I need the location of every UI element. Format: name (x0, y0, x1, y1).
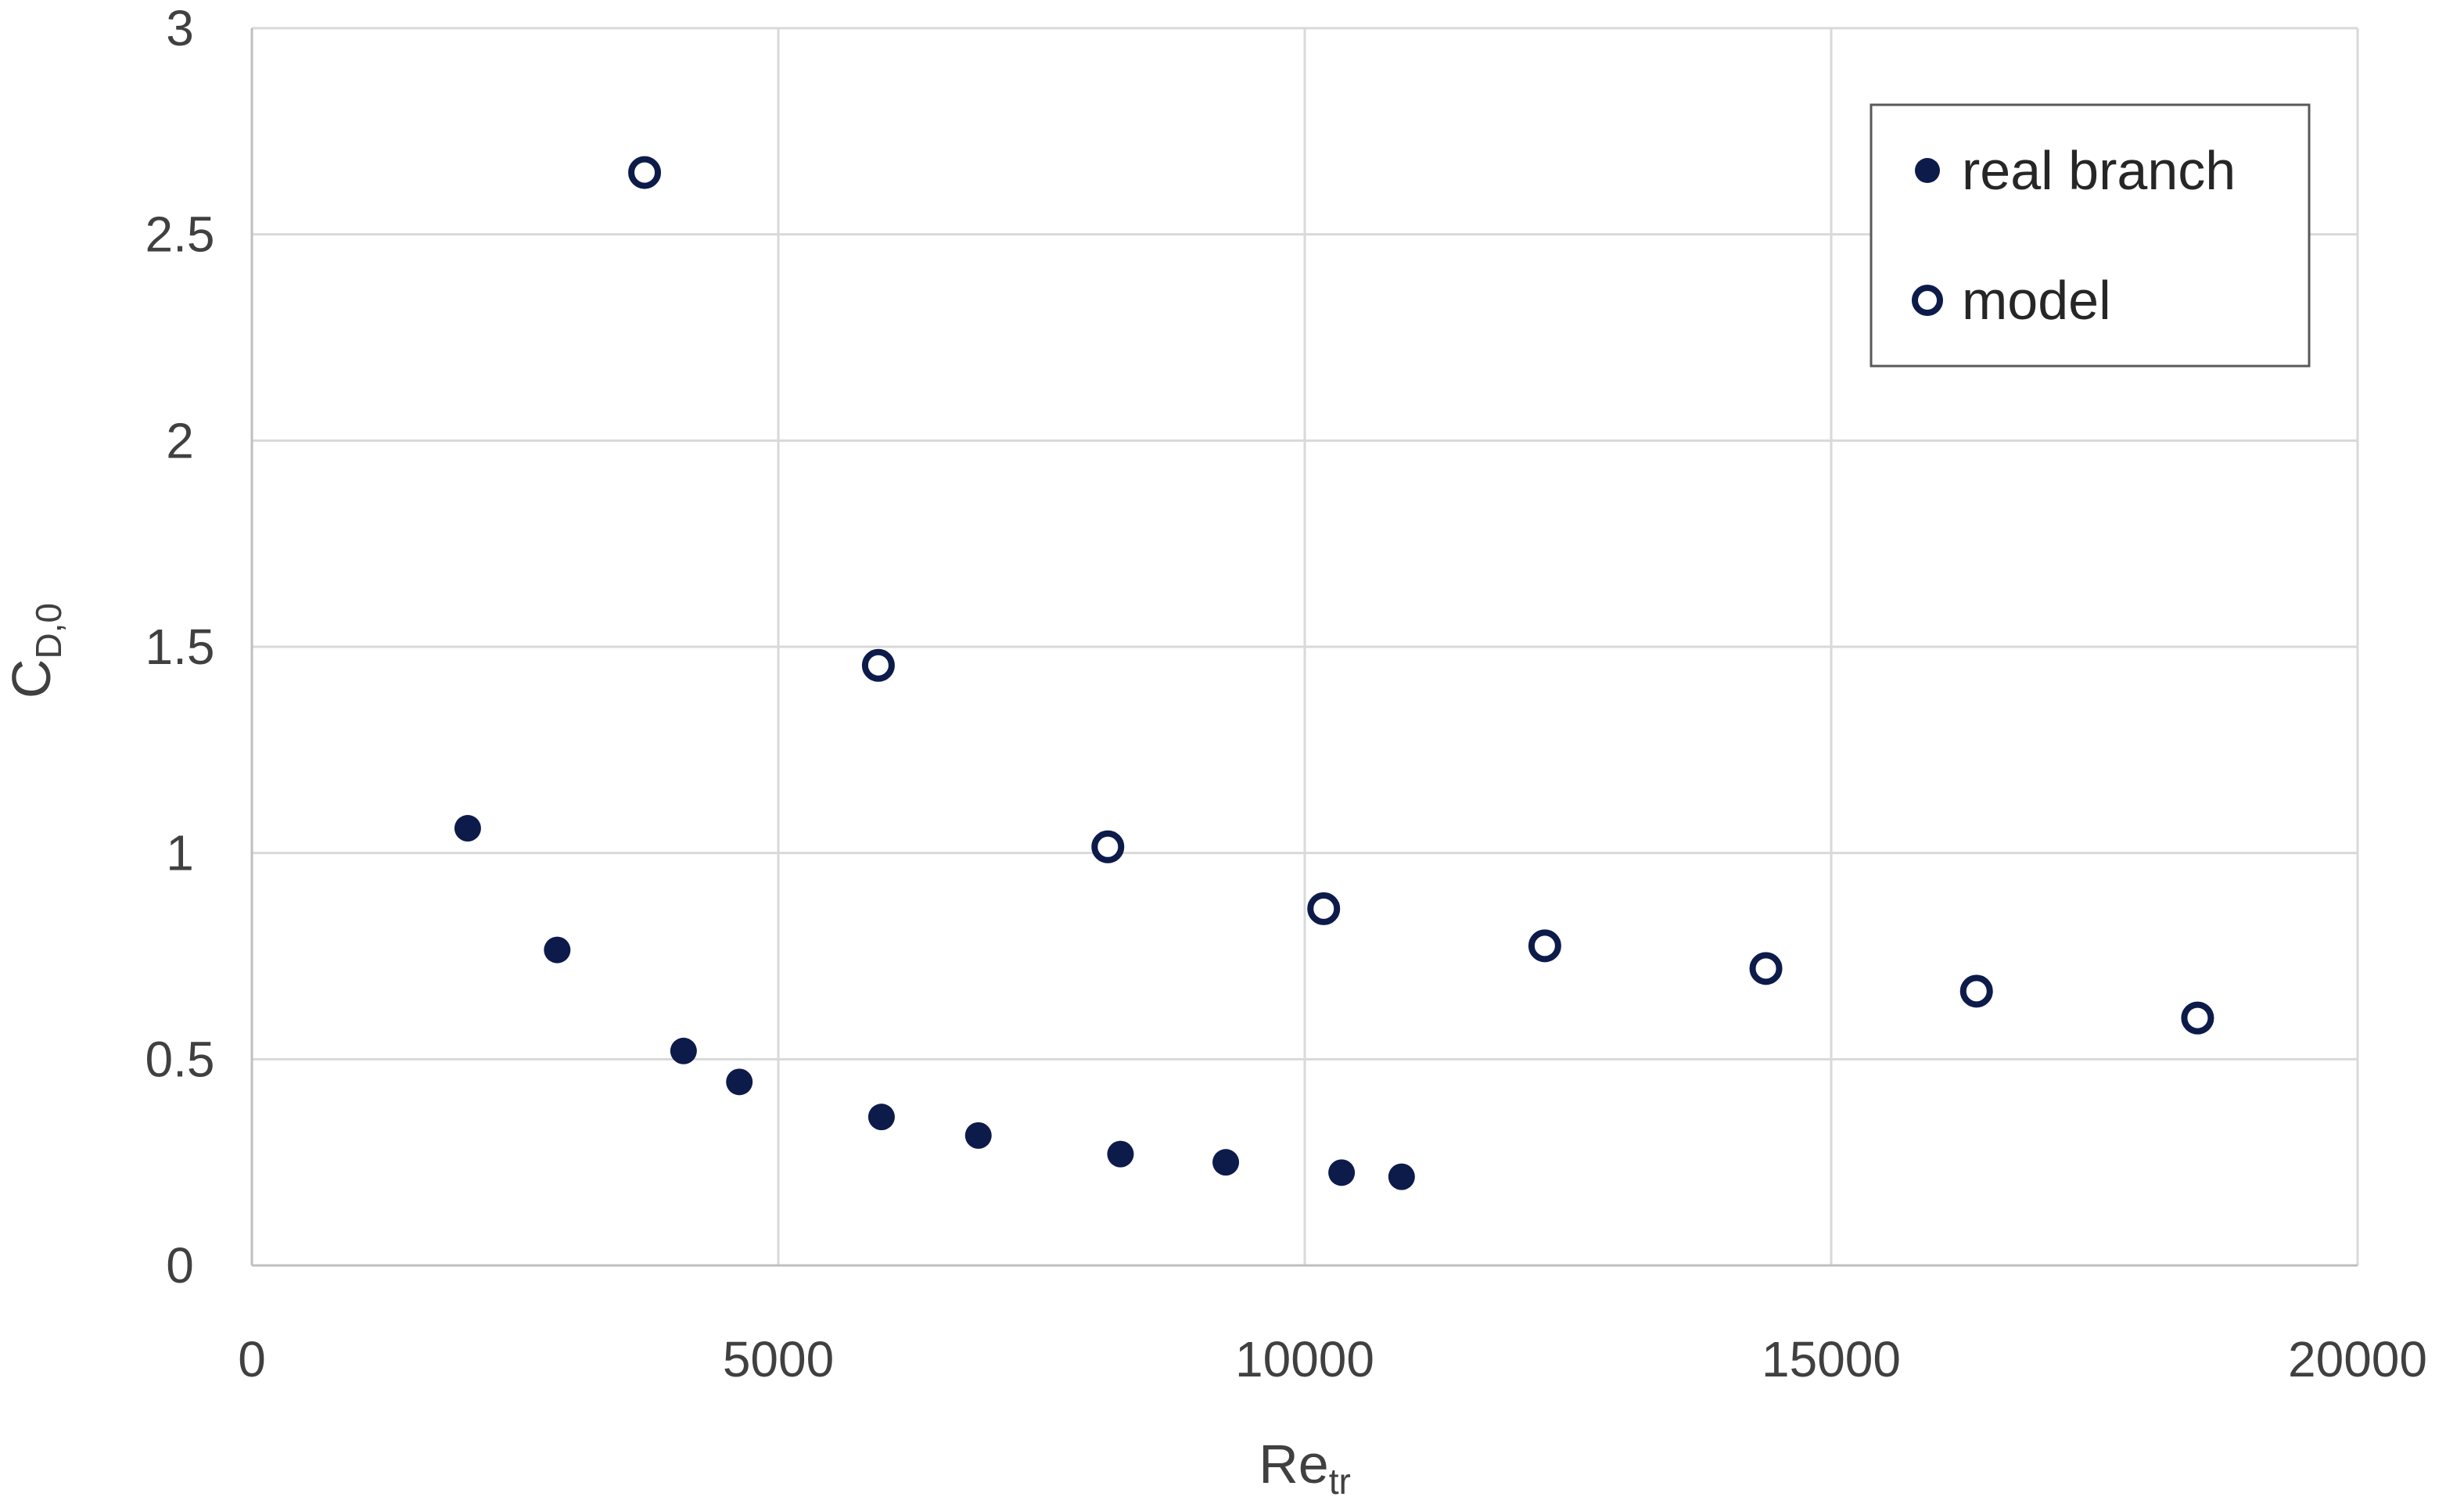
y-tick-label: 1.5 (145, 619, 215, 675)
legend: real branch model (1870, 103, 2311, 368)
grid-lines (252, 27, 2359, 1265)
legend-box (1870, 103, 2311, 368)
x-tick-label: 0 (238, 1331, 266, 1387)
model-point (1959, 974, 1993, 1008)
model-point (1749, 952, 1783, 985)
tick-labels: 0 0.5 1 1.5 2 2.5 3 0 5000 10000 15000 20000 (145, 0, 2427, 1387)
model-point (1528, 929, 1561, 963)
legend-marker-model (1912, 285, 1943, 316)
real-branch-point (544, 936, 571, 964)
legend-marker-real-branch (1915, 158, 1940, 183)
real-branch-point (1212, 1149, 1240, 1176)
model-point (1091, 830, 1125, 863)
y-tick-label: 0.5 (145, 1031, 215, 1087)
x-tick-label: 20000 (2288, 1331, 2427, 1387)
legend-label-model: model (1962, 270, 2111, 331)
real-branch-point (1328, 1159, 1356, 1186)
y-axis-title-sub: D,0 (28, 603, 69, 659)
model-point (628, 156, 662, 189)
real-branch-point (670, 1037, 697, 1064)
y-tick-label: 0 (166, 1237, 194, 1294)
real-branch-point (964, 1122, 992, 1149)
x-tick-label: 5000 (723, 1331, 834, 1387)
real-branch-point (867, 1104, 895, 1131)
y-tick-label: 2 (166, 412, 194, 468)
x-axis-title-main: Re (1259, 1434, 1328, 1495)
axes (250, 28, 2358, 1267)
x-tick-label: 15000 (1762, 1331, 1901, 1387)
y-axis-title-main: C (1, 659, 62, 699)
real-branch-point (454, 815, 481, 842)
real-branch-point (1107, 1140, 1134, 1168)
model-point (861, 648, 895, 682)
x-axis-title: Retr (1259, 1434, 1351, 1502)
legend-label-real-branch: real branch (1962, 140, 2236, 201)
y-tick-label: 2.5 (145, 206, 215, 263)
real-branch-point (726, 1068, 753, 1096)
x-axis-title-sub: tr (1329, 1461, 1351, 1502)
y-axis-title: CD,0 (1, 603, 69, 698)
data-points (454, 156, 2214, 1190)
real-branch-point (1388, 1163, 1415, 1190)
model-point (1307, 892, 1341, 925)
x-tick-label: 10000 (1235, 1331, 1374, 1387)
y-tick-label: 3 (166, 0, 194, 56)
y-tick-label: 1 (166, 825, 194, 881)
model-point (2181, 1001, 2214, 1035)
